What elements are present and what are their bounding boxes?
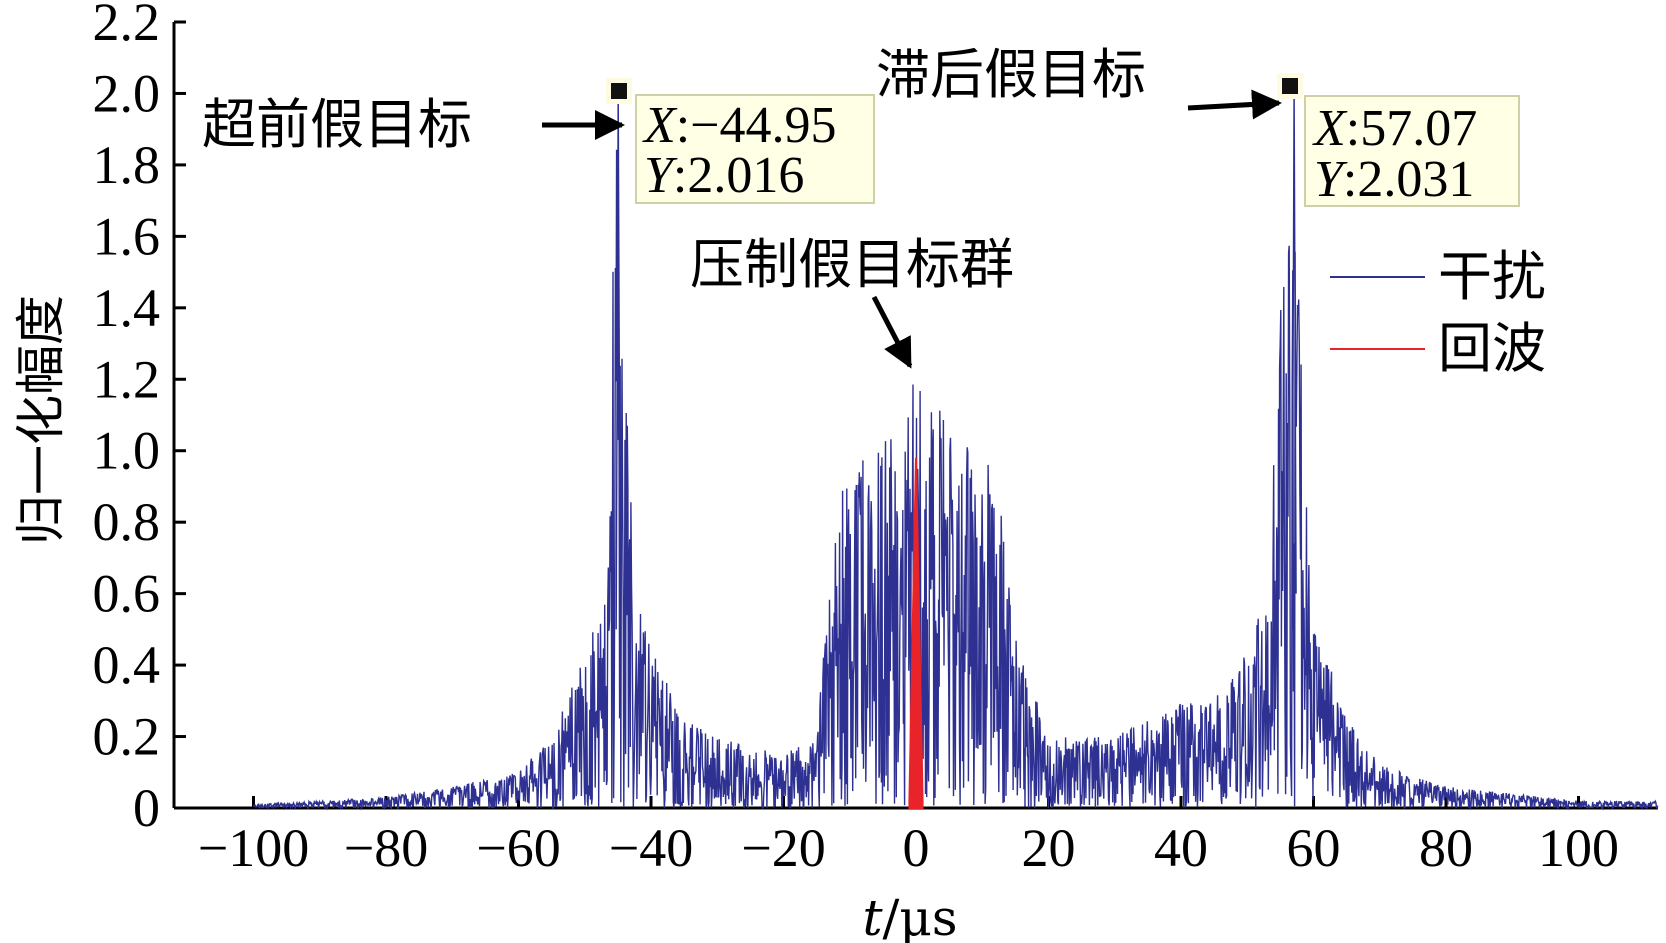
svg-text:X:−44.95: X:−44.95: [642, 97, 837, 154]
y-tick-label: 1.0: [93, 421, 161, 481]
y-tick-label: 1.4: [93, 278, 161, 338]
datatip-right: X:57.07 Y:2.031: [1277, 73, 1520, 208]
x-tick-label: 100: [1538, 818, 1619, 878]
datatip-right-box: [1304, 95, 1520, 207]
x-tick-label: −100: [198, 818, 309, 878]
y-ticks: 0 0.2 0.4 0.6 0.8 1.0 1.2 1.4 1.6 1.8 2.0 2.2: [93, 0, 186, 838]
y-tick-label: 0.4: [93, 635, 161, 695]
datatip-left: X:−44.95 Y:2.016: [606, 78, 875, 204]
y-tick-label: 1.8: [93, 135, 161, 195]
legend-label-interference: 干扰: [1438, 245, 1546, 308]
y-tick-label: 2.2: [93, 0, 161, 52]
annotation-lagging: 滞后假目标: [876, 43, 1282, 120]
datatip-right-x-label: X: [1312, 100, 1348, 157]
x-tick-label: 40: [1154, 818, 1208, 878]
datatip-left-y-value: :2.016: [673, 147, 804, 204]
y-tick-label: 0.6: [93, 564, 161, 624]
x-tick-label: 20: [1022, 818, 1076, 878]
x-ticks: −100 −80 −60 −40 −20 0 20 40 60 80 100: [198, 796, 1619, 878]
y-tick-label: 2.0: [93, 63, 161, 123]
datatip-left-x-value: :−44.95: [676, 97, 837, 154]
datatip-right-y-label: Y: [1314, 151, 1348, 208]
svg-text:Y:2.016: Y:2.016: [644, 147, 804, 204]
datatip-right-x-value: :57.07: [1346, 100, 1477, 157]
y-tick-label: 0: [133, 778, 160, 838]
datatip-left-box: [635, 94, 875, 204]
x-axis-title-var: t: [862, 889, 883, 943]
x-tick-label: −80: [344, 818, 428, 878]
svg-text:Y:2.031: Y:2.031: [1314, 151, 1474, 208]
series-echo-line: [908, 457, 924, 809]
annotation-lagging-arrow: [1187, 89, 1282, 120]
annotation-leading-text: 超前假目标: [202, 93, 472, 156]
svg-text:X:57.07: X:57.07: [1312, 100, 1477, 157]
x-tick-label: 60: [1287, 818, 1341, 878]
annotation-suppression: 压制假目标群: [690, 233, 1014, 369]
x-axis-title-unit: /μs: [883, 889, 958, 943]
datatip-left-x-label: X: [642, 97, 678, 154]
x-axis-title: t/μs: [862, 889, 957, 943]
y-tick-label: 1.6: [93, 206, 161, 266]
x-tick-label: 0: [903, 818, 930, 878]
annotation-lagging-text: 滞后假目标: [876, 43, 1146, 106]
datatip-left-y-label: Y: [644, 147, 678, 204]
y-axis-title: 归一化幅度: [12, 295, 70, 545]
y-tick-label: 1.2: [93, 349, 161, 409]
datatip-right-marker: [1282, 78, 1298, 94]
y-tick-label: 0.2: [93, 707, 161, 767]
annotation-suppression-text: 压制假目标群: [690, 233, 1014, 296]
legend: 干扰 回波: [1330, 245, 1546, 380]
x-tick-label: −40: [609, 818, 693, 878]
annotation-suppression-arrow: [871, 295, 913, 369]
y-tick-label: 0.8: [93, 492, 161, 552]
x-tick-label: −60: [476, 818, 560, 878]
x-tick-label: 80: [1419, 818, 1473, 878]
annotation-leading: 超前假目标: [202, 93, 625, 156]
datatip-left-marker: [611, 83, 627, 99]
datatip-right-y-value: :2.031: [1343, 151, 1474, 208]
legend-label-echo: 回波: [1438, 317, 1546, 380]
x-tick-label: −20: [741, 818, 825, 878]
